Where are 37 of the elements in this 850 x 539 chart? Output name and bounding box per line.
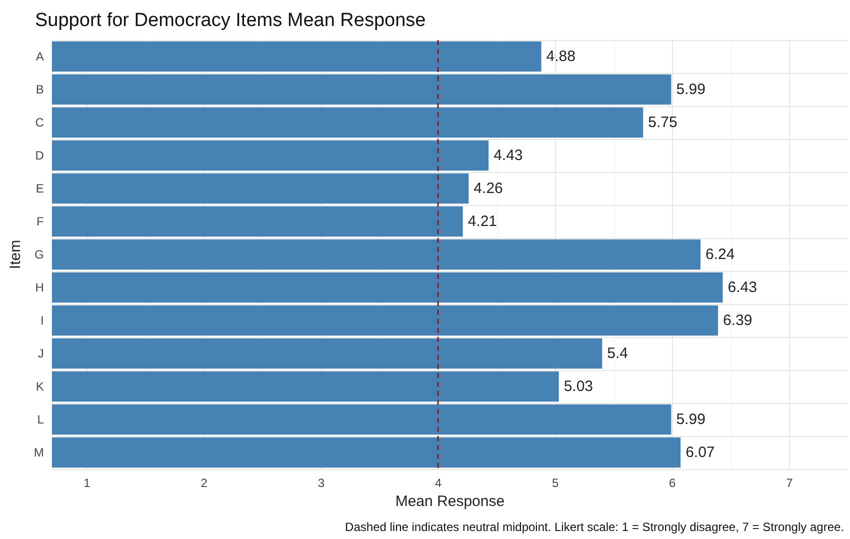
- data-label: 6.07: [686, 444, 715, 461]
- x-tick-label: 1: [84, 476, 91, 490]
- x-axis-title: Mean Response: [395, 492, 505, 510]
- y-tick-label: D: [35, 148, 44, 162]
- y-tick-label: H: [35, 280, 44, 294]
- data-label: 6.24: [705, 246, 735, 263]
- y-tick-label: C: [35, 116, 44, 130]
- y-tick-label: M: [34, 446, 44, 460]
- y-axis-title: Item: [7, 240, 24, 270]
- y-tick-label: I: [40, 314, 44, 328]
- text: Dashed line indicates neutral midpoint. Likert scale: 1 = Strongly disagree, 7 = Strongly agree.: [345, 520, 844, 534]
- data-label: 4.21: [468, 213, 498, 230]
- x-tick-label: 5: [552, 476, 559, 490]
- data-label: 5.4: [607, 345, 628, 362]
- y-tick-label: L: [37, 412, 44, 426]
- data-label: 5.99: [676, 411, 706, 428]
- data-label: 4.26: [474, 180, 503, 197]
- y-tick-label: G: [34, 248, 44, 262]
- y-tick-label: K: [36, 380, 44, 394]
- x-tick-label: 7: [786, 476, 794, 490]
- x-tick-label: 2: [200, 476, 208, 490]
- x-tick-label: 3: [318, 476, 325, 490]
- data-label: 5.99: [676, 81, 706, 98]
- x-tick-label: 4: [434, 476, 442, 490]
- y-tick-label: E: [36, 182, 44, 196]
- y-tick-label: J: [38, 346, 44, 360]
- data-label: 6.39: [723, 312, 752, 329]
- y-tick-label: A: [36, 50, 44, 64]
- data-label: 6.43: [728, 279, 757, 296]
- data-label: 5.75: [648, 114, 678, 131]
- y-tick-label: B: [36, 82, 44, 96]
- chart-title: Support for Democracy Items Mean Response: [35, 10, 426, 31]
- x-tick-label: 6: [669, 476, 676, 490]
- data-label: 5.03: [564, 378, 594, 395]
- data-label: 4.88: [546, 48, 576, 65]
- data-label: 4.43: [494, 147, 523, 164]
- y-tick-label: F: [36, 214, 44, 228]
